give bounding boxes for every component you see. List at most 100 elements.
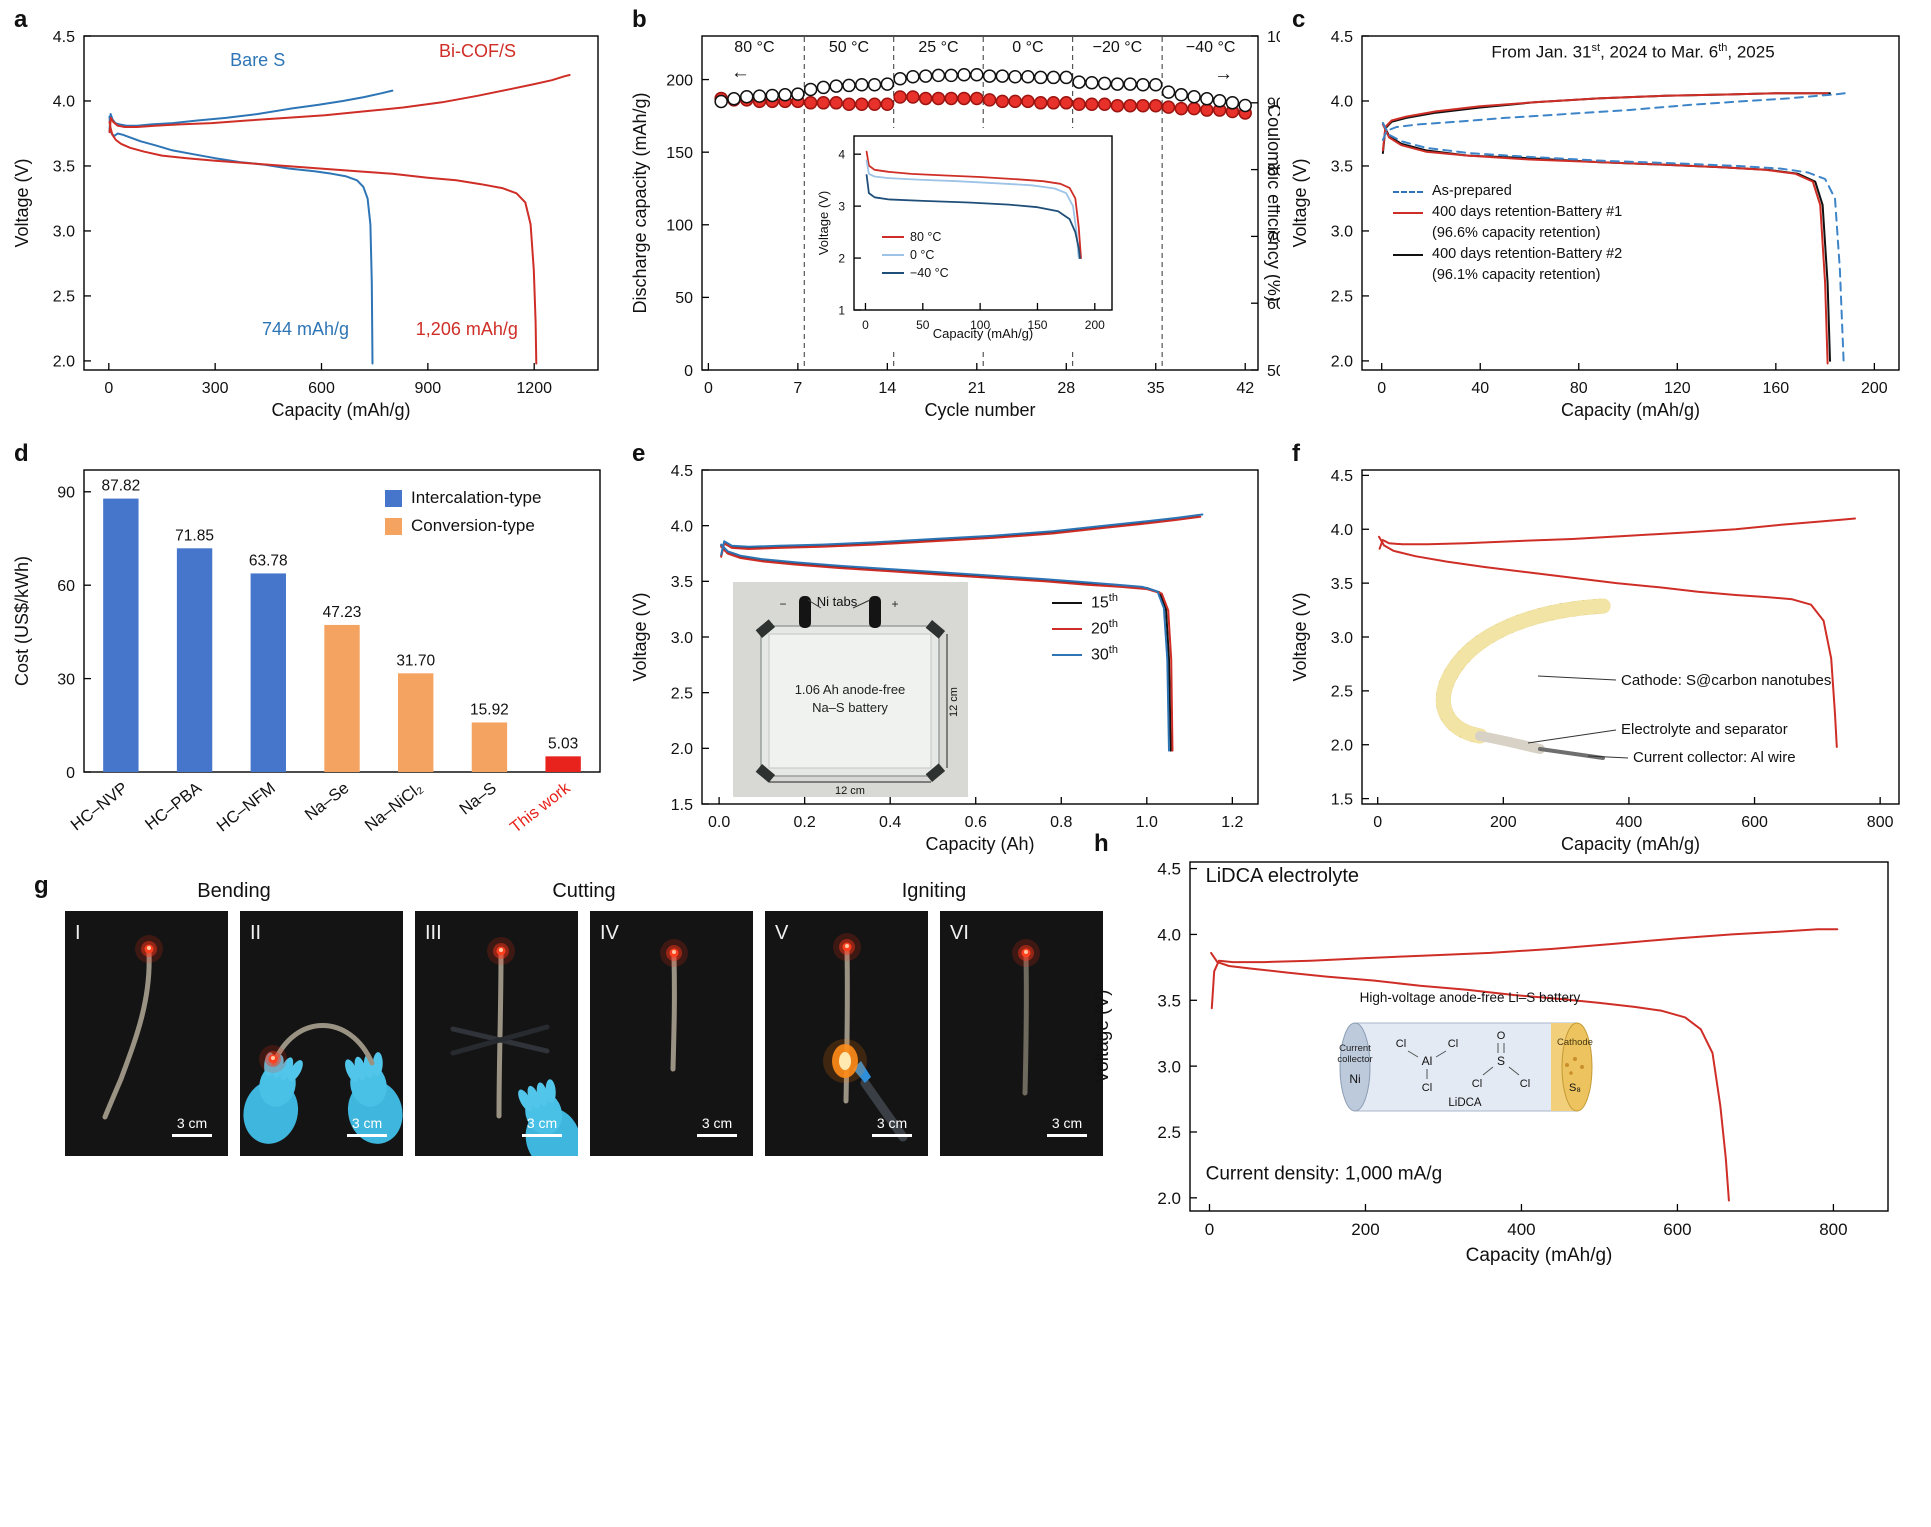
legend-swatch-20th	[1052, 627, 1082, 630]
svg-text:400: 400	[1616, 814, 1643, 831]
svg-text:4.5: 4.5	[1157, 860, 1181, 879]
svg-text:0 °C: 0 °C	[1012, 39, 1043, 56]
svg-text:HC–NFM: HC–NFM	[213, 779, 278, 836]
svg-text:50: 50	[675, 290, 693, 307]
panel-label-b: b	[632, 6, 647, 33]
svg-text:4.5: 4.5	[1331, 468, 1353, 485]
svg-text:Voltage (V): Voltage (V)	[630, 592, 650, 681]
svg-text:28: 28	[1057, 380, 1075, 397]
c-title-p2: , 2024 to Mar. 6	[1600, 42, 1719, 62]
panel-b: b 0714212835420501001502005060708090100C…	[628, 6, 1294, 430]
svg-text:Voltage (V): Voltage (V)	[12, 158, 32, 247]
collector-label-line1: Current	[1339, 1043, 1371, 1054]
svg-text:3.0: 3.0	[1331, 224, 1353, 241]
svg-text:47.23: 47.23	[323, 604, 362, 621]
svg-text:3 cm: 3 cm	[527, 1115, 557, 1131]
svg-text:Cycle number: Cycle number	[924, 400, 1035, 420]
photo-bending-2: II 3 cm	[240, 911, 403, 1156]
svg-text:3: 3	[838, 199, 845, 213]
svg-text:1.2: 1.2	[1221, 814, 1243, 831]
svg-text:2.0: 2.0	[671, 741, 693, 758]
legend-item-30th: 30th	[1052, 642, 1118, 668]
svg-text:0.8: 0.8	[1050, 814, 1072, 831]
svg-text:VI: VI	[950, 922, 969, 944]
svg-text:−20 °C: −20 °C	[1093, 39, 1143, 56]
svg-text:160: 160	[1762, 380, 1789, 397]
collector-label: Current collector: Al wire	[1633, 749, 1796, 766]
tab-minus-sign: −	[779, 597, 786, 611]
svg-text:IV: IV	[600, 922, 620, 944]
svg-text:50: 50	[916, 318, 930, 332]
legend-label-battery2: 400 days retention-Battery #2	[1432, 246, 1623, 263]
legend-label-15th-num: 15	[1091, 594, 1109, 612]
svg-text:4.0: 4.0	[53, 94, 75, 111]
panel-label-f: f	[1292, 440, 1300, 467]
legend-label-30th-sup: th	[1108, 643, 1118, 656]
svg-text:0.4: 0.4	[879, 814, 901, 831]
h-inset-cylinder: Current collector Ni Cl Cl Al Cl O S Cl …	[1337, 1022, 1593, 1112]
svg-text:4.5: 4.5	[671, 463, 693, 480]
photo-igniting-1: V 3 cm	[765, 911, 928, 1156]
ni-label: Ni	[1349, 1072, 1360, 1086]
svg-text:200: 200	[666, 72, 693, 89]
svg-text:150: 150	[1027, 318, 1047, 332]
legend-item-0c: 0 °C	[882, 246, 949, 264]
c-title-s1: st	[1591, 42, 1601, 54]
legend-item-intercalation: Intercalation-type	[385, 484, 541, 512]
ni-tab-positive	[869, 596, 881, 628]
svg-text:0: 0	[704, 380, 713, 397]
svg-text:600: 600	[1741, 814, 1768, 831]
svg-text:−40 °C: −40 °C	[1186, 39, 1236, 56]
sulfur-dot	[1580, 1065, 1584, 1069]
collector-leader	[1587, 755, 1629, 759]
svg-text:300: 300	[202, 380, 229, 397]
chart-b-inset: 0 50 100 150 200 1 2 3 4 Capacity (mAh/g) Voltage …	[816, 135, 1113, 341]
svg-text:2.0: 2.0	[1157, 1189, 1181, 1208]
svg-text:90: 90	[57, 485, 75, 502]
photo-bending-1: I 3 cm	[65, 911, 228, 1156]
chart-cycling-temperature: 0714212835420501001502005060708090100Cyc…	[630, 29, 1294, 420]
bond	[1435, 1050, 1447, 1058]
svg-text:80 °C: 80 °C	[734, 39, 774, 56]
legend-swatch-0c	[882, 254, 904, 257]
binder-clip	[925, 763, 946, 782]
panel-label-e: e	[632, 440, 646, 467]
legend-label-20th-num: 20	[1091, 620, 1109, 638]
svg-text:40: 40	[1471, 380, 1489, 397]
legend-swat-intercalation	[385, 489, 402, 507]
panel-c: c 0 40 80 120 160 200 2.0 2.5 3.0 3.5 4.0 4.5 Capaci…	[1288, 6, 1921, 430]
cable-battery-drawing: Cathode: S@carbon nanotubes Electrolyte …	[1435, 598, 1831, 766]
legend-label-battery2-retention: (96.1% capacity retention)	[1432, 267, 1601, 284]
pouch-cell-illustration: − + Ni tabs 1.06 Ah anode-free Na–S batt…	[733, 582, 968, 797]
g-group-headers: Bending Cutting Igniting	[65, 880, 1103, 903]
svg-text:Capacity (mAh/g): Capacity (mAh/g)	[933, 326, 1033, 341]
svg-text:100: 100	[1267, 29, 1280, 46]
svg-text:0: 0	[1205, 1220, 1214, 1239]
panel-e: e 0.0 0.2 0.4 0.6 0.8 1.0 1.2 1.5 2.0 2.5 3.0 3.5 4.…	[628, 440, 1280, 864]
svg-text:Capacity (Ah): Capacity (Ah)	[925, 834, 1034, 854]
svg-text:Discharge capacity (mAh/g): Discharge capacity (mAh/g)	[630, 92, 650, 313]
collector-label-line2: collector	[1337, 1054, 1372, 1065]
svg-text:2.5: 2.5	[1157, 1123, 1181, 1142]
svg-text:200: 200	[1351, 1220, 1379, 1239]
svg-text:2.5: 2.5	[53, 289, 75, 306]
c-title-p1: From Jan. 31	[1491, 42, 1592, 62]
svg-text:3 cm: 3 cm	[702, 1115, 732, 1131]
g-content: Bending Cutting Igniting I 3 cm II 3 cm II…	[65, 880, 1103, 1156]
inset-rate-curves: 0 50 100 150 200 1 2 3 4 Capacity (mAh/g) Voltage …	[810, 128, 1122, 352]
svg-text:600: 600	[1663, 1220, 1691, 1239]
svg-text:200: 200	[1490, 814, 1517, 831]
panel-h: h 0 200 400 600 800 2.0 2.5 3.0 3.5 4.0 4.5 Capacit…	[1090, 830, 1921, 1275]
svg-text:Voltage (V): Voltage (V)	[1092, 990, 1113, 1084]
svg-text:3.0: 3.0	[671, 630, 693, 647]
legend-item-conversion: Conversion-type	[385, 512, 541, 540]
binder-clip	[755, 619, 776, 638]
svg-text:0.6: 0.6	[965, 814, 987, 831]
collector-cap	[1339, 1022, 1371, 1112]
b-inset-legend: 80 °C 0 °C −40 °C	[882, 228, 949, 282]
electrolyte-leader	[1527, 729, 1617, 744]
svg-text:1.0: 1.0	[1136, 814, 1158, 831]
svg-text:60: 60	[57, 578, 75, 595]
svg-text:14: 14	[878, 380, 896, 397]
svg-text:7: 7	[793, 380, 802, 397]
